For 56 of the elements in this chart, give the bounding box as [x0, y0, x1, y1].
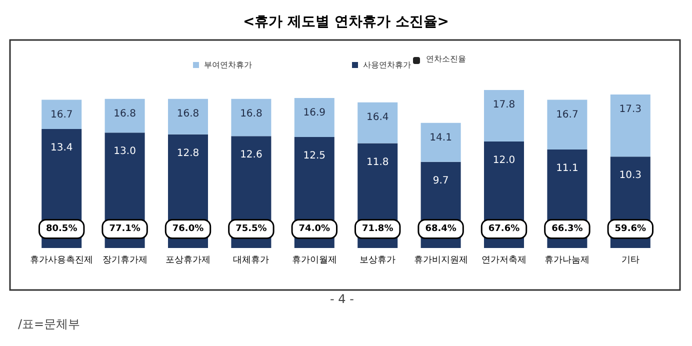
data-label: 10.3: [619, 170, 642, 182]
x-tick-label: 휴가비지원제: [414, 256, 468, 266]
bar: [42, 100, 82, 130]
bar: [168, 98, 208, 134]
annotation: 75.5%: [236, 224, 267, 234]
total-label: 16.8: [240, 108, 262, 120]
data-label: 12.8: [176, 148, 200, 159]
data-label: 11.8: [366, 156, 389, 168]
x-tick-label: 휴가이월제: [292, 256, 337, 266]
legend-label: 사용연차휴가: [363, 60, 411, 70]
text: - 4 -: [330, 292, 354, 306]
annotation: 74.0%: [298, 224, 330, 234]
data-label: 12.6: [240, 150, 262, 161]
bar: [294, 98, 334, 138]
total-label: 16.7: [50, 109, 73, 120]
total-label: 16.8: [176, 108, 200, 120]
bar: [610, 94, 650, 157]
total-label: 17.3: [619, 104, 642, 115]
text: 연차소진율: [426, 54, 466, 64]
bar: [484, 90, 524, 142]
annotation: 59.6%: [614, 224, 646, 234]
bar: [547, 100, 588, 150]
annotation: 66.3%: [552, 224, 583, 234]
data-label: 12.5: [303, 150, 326, 162]
annotation: 77.1%: [109, 224, 140, 234]
total-label: 16.4: [366, 112, 389, 123]
data-label: 13.0: [114, 146, 136, 158]
bar: [358, 102, 398, 144]
x-tick-label: 휴가나눔제: [544, 256, 590, 266]
total-label: 14.1: [430, 132, 452, 144]
x-tick-label: 연가저축제: [482, 256, 526, 266]
bar: [104, 98, 145, 133]
annotation: 68.4%: [425, 224, 456, 234]
bar: [231, 98, 272, 136]
x-tick-label: 휴가사용촉진제: [30, 256, 94, 266]
annotation: 80.5%: [46, 224, 78, 234]
x-tick-label: 장기휴가제: [102, 256, 148, 266]
total-label: 16.9: [303, 107, 326, 118]
x-tick-label: 포상휴가제: [166, 256, 210, 266]
annotation: 76.0%: [172, 224, 204, 234]
data-label: 13.4: [50, 142, 73, 154]
annotation: 71.8%: [362, 224, 394, 234]
annotation: 67.6%: [488, 224, 520, 234]
data-label: 12.0: [492, 154, 516, 166]
text: /표=문체부: [18, 317, 80, 331]
data-label: 11.1: [556, 162, 578, 174]
x-tick-label: 기타: [621, 256, 640, 266]
legend-label: 부여연차휴가: [204, 60, 252, 70]
x-tick-label: 보상휴가: [360, 256, 396, 266]
total-label: 16.8: [114, 108, 136, 120]
total-label: 17.8: [492, 100, 516, 110]
chart-title: <휴가 제도별 연차휴가 소진율>: [242, 14, 450, 30]
bar: [420, 122, 461, 162]
total-label: 16.7: [556, 109, 578, 120]
data-label: 9.7: [432, 175, 449, 186]
x-tick-label: 대체휴가: [233, 256, 270, 266]
